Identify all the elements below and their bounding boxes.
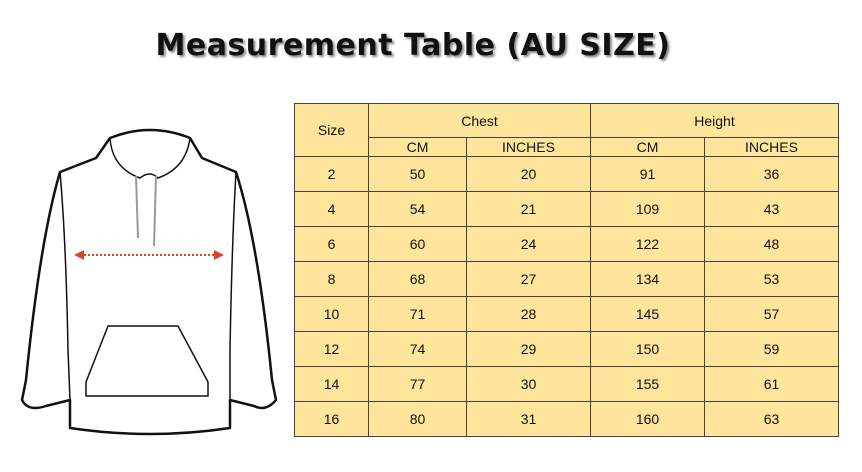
page-title: Measurement Table (AU SIZE) (155, 28, 671, 63)
size-cell: 16 (294, 401, 369, 437)
chest-cm-cell: 74 (368, 331, 467, 367)
height-inches-cell: 48 (704, 226, 839, 262)
height-inches-header: INCHES (704, 137, 839, 157)
table-row: 14 77 30 155 61 (294, 366, 839, 402)
hoodie-illustration (20, 128, 278, 436)
table-row: 2 50 20 91 36 (294, 156, 839, 192)
height-header: Height (590, 103, 839, 138)
chest-inches-cell: 28 (466, 296, 591, 332)
size-cell: 4 (294, 191, 369, 227)
height-cm-cell: 155 (590, 366, 705, 402)
height-cm-cell: 150 (590, 331, 705, 367)
height-cm-cell: 122 (590, 226, 705, 262)
hoodie-hood (109, 137, 191, 179)
drawstring (135, 175, 139, 239)
table-row: 12 74 29 150 59 (294, 331, 839, 367)
chest-cm-cell: 77 (368, 366, 467, 402)
height-inches-cell: 59 (704, 331, 839, 367)
chest-inches-cell: 30 (466, 366, 591, 402)
table-row: 16 80 31 160 63 (294, 401, 839, 437)
chest-cm-cell: 71 (368, 296, 467, 332)
table-row: 8 68 27 134 53 (294, 261, 839, 297)
height-inches-cell: 57 (704, 296, 839, 332)
height-inches-cell: 61 (704, 366, 839, 402)
chest-inches-cell: 31 (466, 401, 591, 437)
chest-cm-cell: 50 (368, 156, 467, 192)
size-cell: 12 (294, 331, 369, 367)
height-cm-cell: 109 (590, 191, 705, 227)
chest-cm-cell: 68 (368, 261, 467, 297)
chest-cm-cell: 60 (368, 226, 467, 262)
hoodie-body (20, 128, 278, 436)
height-inches-cell: 36 (704, 156, 839, 192)
height-cm-header: CM (590, 137, 705, 157)
chest-cm-cell: 80 (368, 401, 467, 437)
chest-cm-cell: 54 (368, 191, 467, 227)
height-cm-cell: 134 (590, 261, 705, 297)
chest-inches-cell: 20 (466, 156, 591, 192)
size-cell: 2 (294, 156, 369, 192)
chest-inches-cell: 29 (466, 331, 591, 367)
chest-inches-header: INCHES (466, 137, 591, 157)
height-inches-cell: 63 (704, 401, 839, 437)
size-cell: 6 (294, 226, 369, 262)
table-row: 4 54 21 109 43 (294, 191, 839, 227)
height-inches-cell: 43 (704, 191, 839, 227)
size-cell: 14 (294, 366, 369, 402)
height-cm-cell: 145 (590, 296, 705, 332)
height-cm-cell: 160 (590, 401, 705, 437)
chest-cm-header: CM (368, 137, 467, 157)
chest-header: Chest (368, 103, 591, 138)
chest-inches-cell: 21 (466, 191, 591, 227)
chest-inches-cell: 24 (466, 226, 591, 262)
height-cm-cell: 91 (590, 156, 705, 192)
height-inches-cell: 53 (704, 261, 839, 297)
chest-arrow (74, 250, 224, 260)
table-row: 6 60 24 122 48 (294, 226, 839, 262)
hoodie-pocket (85, 325, 209, 397)
size-cell: 10 (294, 296, 369, 332)
table-row: 10 71 28 145 57 (294, 296, 839, 332)
size-header: Size (294, 103, 369, 157)
size-cell: 8 (294, 261, 369, 297)
chest-inches-cell: 27 (466, 261, 591, 297)
